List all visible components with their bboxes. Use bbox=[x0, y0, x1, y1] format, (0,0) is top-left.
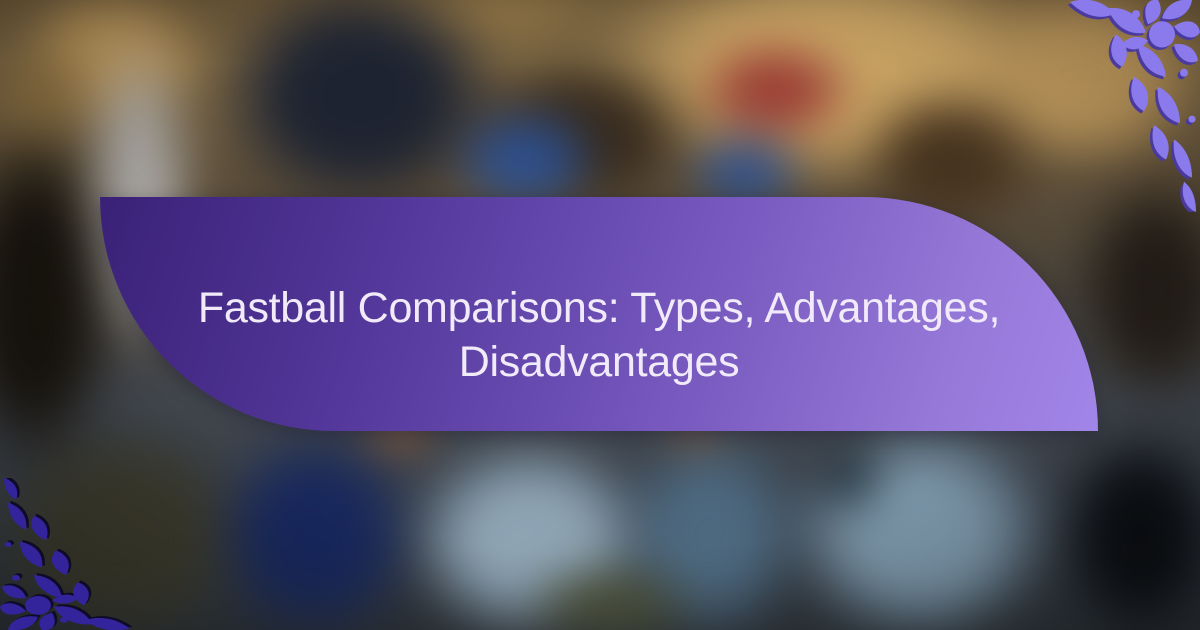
photo-blob-dark-spot bbox=[822, 445, 882, 515]
page-title-line-1: Fastball Comparisons: Types, Advantages, bbox=[197, 284, 1001, 332]
damask-ornament-top-right-icon bbox=[1067, 0, 1200, 212]
photo-blob-olive-tint bbox=[520, 560, 700, 630]
damask-ornament-bottom-left-icon bbox=[0, 478, 133, 630]
photo-blob-dark-corner-right bbox=[1075, 170, 1200, 410]
photo-blob-navy-helmet-bottom bbox=[210, 425, 420, 630]
title-banner: Fastball Comparisons: Types, Advantages,… bbox=[100, 197, 1098, 431]
page-title-line-2: Disadvantages bbox=[458, 338, 740, 386]
page-title: Fastball Comparisons: Types, Advantages,… bbox=[197, 281, 1001, 389]
photo-blob-dark-bottom-right bbox=[1055, 425, 1200, 630]
photo-blob-blue-helmet-1 bbox=[450, 105, 600, 215]
photo-blob-red-shirt bbox=[695, 40, 855, 140]
